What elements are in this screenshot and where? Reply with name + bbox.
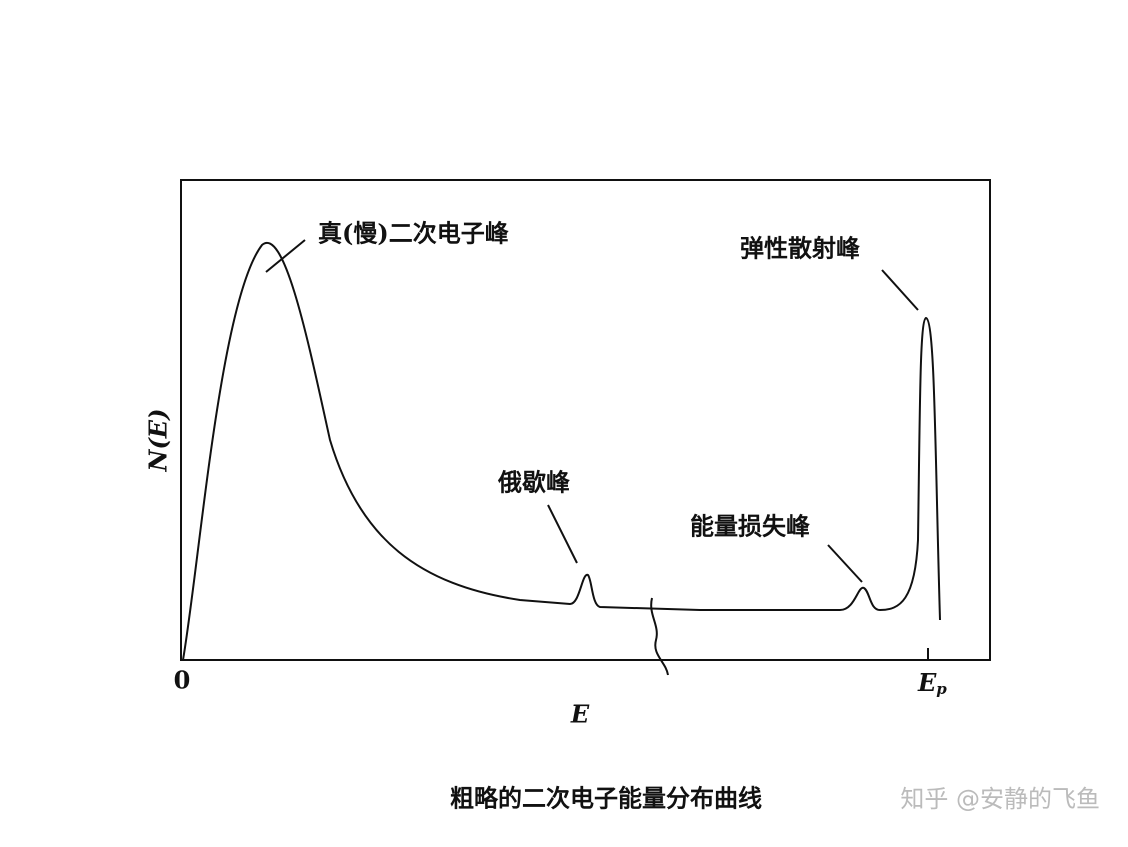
x-axis-label: E [570, 700, 590, 729]
leader-line [881, 269, 919, 311]
origin-label: 0 [174, 666, 191, 695]
annotation: 真(慢)二次电子峰 [318, 219, 509, 248]
annotation: 弹性散射峰 [740, 234, 860, 263]
leader-line [547, 504, 578, 564]
end-label: Ep [917, 668, 947, 699]
end-label-main: E [917, 668, 937, 697]
annotation: 俄歇峰 [497, 468, 570, 497]
caption: 粗略的二次电子能量分布曲线 [450, 784, 762, 813]
end-label-sub: p [936, 680, 947, 698]
leader-line [827, 544, 863, 583]
watermark: 知乎 @安静的飞鱼 [900, 785, 1100, 813]
leader-line [265, 239, 306, 273]
plot-frame [180, 179, 991, 661]
annotation: 能量损失峰 [690, 512, 810, 541]
y-axis-label: N(E) [144, 409, 173, 473]
distribution-curve [182, 241, 941, 661]
axis-break [650, 597, 669, 676]
